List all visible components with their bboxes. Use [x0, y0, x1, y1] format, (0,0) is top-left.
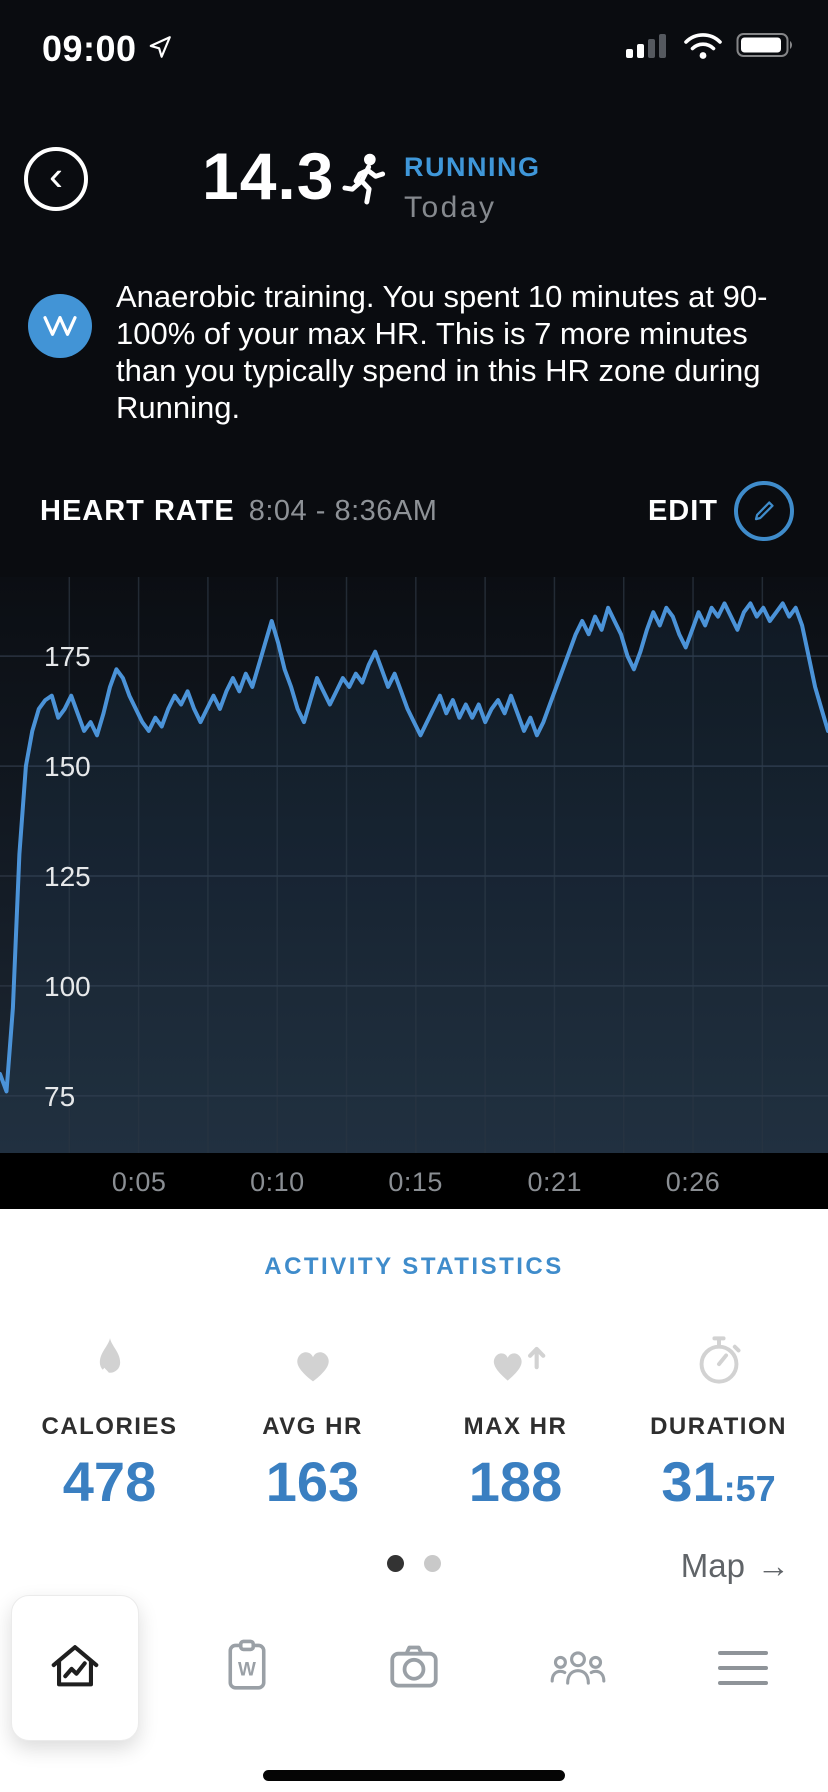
- stat-value: 188: [468, 1450, 563, 1513]
- x-tick-label: 0:10: [250, 1167, 305, 1197]
- arrow-right-icon: →: [757, 1547, 790, 1584]
- home-overview-icon: [46, 1637, 104, 1700]
- heart-rate-header: HEART RATE 8:04 - 8:36AM EDIT: [40, 478, 794, 544]
- page-dot[interactable]: [424, 1555, 441, 1572]
- back-button[interactable]: ‹: [24, 147, 88, 211]
- stat-label: MAX HR: [463, 1413, 568, 1440]
- heart-icon: [211, 1327, 414, 1387]
- svg-text:W: W: [238, 1659, 256, 1680]
- hamburger-menu-icon: [718, 1651, 768, 1685]
- heart-rate-time-range: 8:04 - 8:36AM: [248, 494, 438, 527]
- x-tick-label: 0:15: [388, 1167, 443, 1197]
- nav-home-button[interactable]: [11, 1595, 139, 1741]
- heart-rate-chart-svg: 175 150 125 100 75: [0, 577, 828, 1153]
- activity-date: Today: [404, 191, 497, 224]
- status-time: 09:00: [42, 28, 137, 69]
- stat-duration: DURATION 31:57: [617, 1327, 820, 1514]
- stat-label: AVG HR: [262, 1413, 363, 1440]
- home-indicator[interactable]: [263, 1770, 565, 1781]
- y-tick-label: 100: [44, 971, 91, 1002]
- page-dot[interactable]: [387, 1555, 404, 1572]
- cell-signal-icon: [624, 30, 670, 65]
- stat-max-hr: MAX HR 188: [414, 1327, 617, 1514]
- nav-community-button[interactable]: [547, 1641, 609, 1696]
- pencil-icon: [734, 481, 794, 541]
- x-tick-label: 0:05: [111, 1167, 167, 1197]
- stopwatch-icon: [617, 1327, 820, 1387]
- y-tick-label: 75: [44, 1081, 75, 1112]
- stat-label: DURATION: [650, 1413, 787, 1440]
- x-tick-label: 0:21: [527, 1167, 583, 1197]
- pager-row: Map →: [0, 1547, 828, 1589]
- pagination-dots: [387, 1555, 441, 1572]
- stat-value: 163: [265, 1450, 360, 1513]
- activity-statistics-title: ACTIVITY STATISTICS: [264, 1253, 564, 1280]
- map-link-label: Map: [680, 1547, 745, 1584]
- nav-journal-button[interactable]: W: [220, 1637, 274, 1700]
- heart-rate-chart[interactable]: 175 150 125 100 75: [0, 577, 828, 1153]
- running-icon: [336, 150, 392, 212]
- flame-icon: [8, 1327, 211, 1387]
- x-tick-label: 0:26: [665, 1167, 721, 1197]
- stat-label: CALORIES: [41, 1413, 178, 1440]
- whoop-logo-icon: [28, 294, 92, 358]
- activity-block: RUNNING Today: [404, 152, 541, 225]
- map-link[interactable]: Map →: [681, 1547, 790, 1585]
- back-chevron-icon: ‹: [49, 152, 63, 199]
- status-bar: 09:00: [0, 22, 828, 78]
- activity-name: RUNNING: [404, 152, 541, 182]
- stats-row: CALORIES 478 AVG HR 163: [0, 1327, 828, 1514]
- nav-camera-button[interactable]: [385, 1640, 443, 1697]
- bottom-nav: W: [0, 1595, 828, 1747]
- nav-menu-button[interactable]: [718, 1651, 768, 1685]
- duration-seconds: :57: [723, 1468, 776, 1509]
- location-arrow-icon: [147, 34, 173, 65]
- strain-score: 14.3: [202, 139, 335, 213]
- stat-avg-hr: AVG HR 163: [211, 1327, 414, 1514]
- battery-icon: [736, 30, 798, 65]
- wifi-icon: [682, 30, 724, 65]
- heart-up-icon: [414, 1327, 617, 1387]
- y-tick-label: 150: [44, 751, 91, 782]
- stat-value: 31:57: [661, 1450, 776, 1513]
- heart-rate-title: HEART RATE: [40, 494, 235, 527]
- y-tick-label: 125: [44, 861, 91, 892]
- stat-value: 478: [62, 1450, 157, 1513]
- lower-panel: ACTIVITY STATISTICS CALORIES 478: [0, 1209, 828, 1792]
- stat-calories: CALORIES 478: [8, 1327, 211, 1514]
- edit-button[interactable]: EDIT: [648, 481, 794, 541]
- insight-text: Anaerobic training. You spent 10 minutes…: [116, 279, 768, 425]
- y-tick-label: 175: [44, 641, 91, 672]
- insight-block: Anaerobic training. You spent 10 minutes…: [28, 278, 808, 426]
- edit-label: EDIT: [647, 494, 718, 527]
- chart-x-axis: 0:05 0:10 0:15 0:21 0:26: [0, 1153, 828, 1209]
